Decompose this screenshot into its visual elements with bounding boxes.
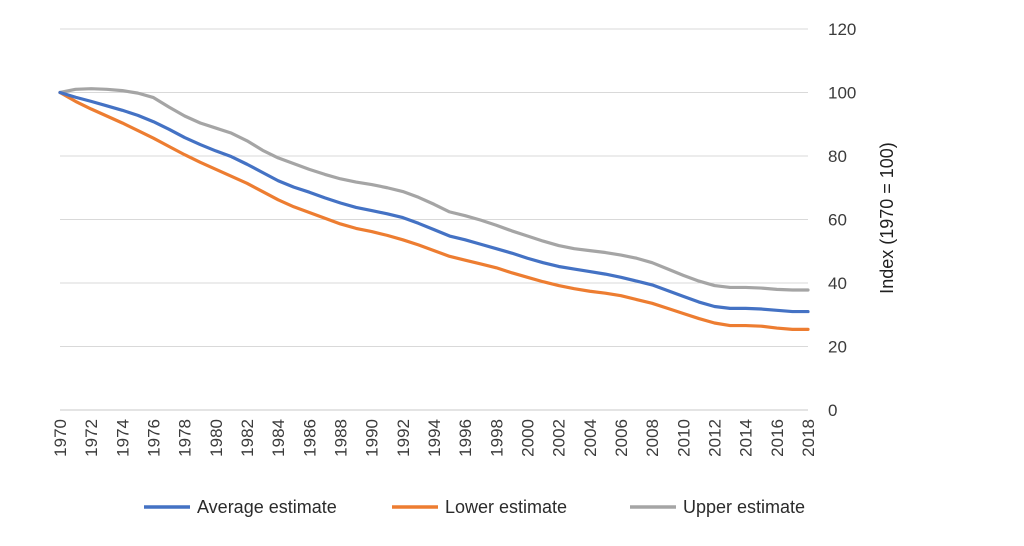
y-tick-label: 80 <box>828 147 847 166</box>
y-tick-label: 60 <box>828 211 847 230</box>
x-tick-label: 1982 <box>238 419 257 457</box>
x-tick-label: 1970 <box>51 419 70 457</box>
y-axis-title: Index (1970 = 100) <box>877 142 897 294</box>
series-line-lower-estimate <box>58 90 810 331</box>
x-tick-label: 1998 <box>487 419 506 457</box>
x-tick-label: 2018 <box>799 419 818 457</box>
y-tick-label: 40 <box>828 274 847 293</box>
x-tick-label: 2002 <box>550 419 569 457</box>
x-tick-label: 1984 <box>269 419 288 457</box>
x-tick-label: 2006 <box>612 419 631 457</box>
y-axis-tick-labels: 0 20 40 60 80 100 120 <box>828 20 856 420</box>
x-tick-label: 2014 <box>737 419 756 457</box>
x-tick-label: 2012 <box>706 419 725 457</box>
x-tick-label: 1978 <box>176 419 195 457</box>
x-tick-label: 2008 <box>643 419 662 457</box>
x-tick-label: 1992 <box>394 419 413 457</box>
x-tick-label: 1994 <box>425 419 444 457</box>
x-tick-label: 1974 <box>113 419 132 457</box>
x-tick-label: 1980 <box>207 419 226 457</box>
x-axis-tick-labels: 1970 1972 1974 1976 1978 1980 1982 1984 1986 1988… <box>51 419 818 457</box>
x-tick-label: 1990 <box>363 419 382 457</box>
x-tick-label: 2000 <box>519 419 538 457</box>
x-tick-label: 2004 <box>581 419 600 457</box>
x-tick-label: 1972 <box>82 419 101 457</box>
x-tick-label: 1988 <box>332 419 351 457</box>
x-tick-label: 2016 <box>768 419 787 457</box>
x-tick-label: 1996 <box>456 419 475 457</box>
series-lines <box>58 87 810 331</box>
x-tick-label: 1976 <box>145 419 164 457</box>
legend: Average estimate Lower estimate Upper esti… <box>144 497 805 517</box>
y-tick-label: 100 <box>828 84 856 103</box>
y-tick-label: 0 <box>828 401 837 420</box>
y-tick-label: 120 <box>828 20 856 39</box>
y-tick-label: 20 <box>828 338 847 357</box>
legend-label: Average estimate <box>197 497 337 517</box>
series-line-average-estimate <box>58 90 810 314</box>
legend-label: Upper estimate <box>683 497 805 517</box>
legend-label: Lower estimate <box>445 497 567 517</box>
gridlines <box>60 28 808 411</box>
x-tick-label: 2010 <box>674 419 693 457</box>
series-line-upper-estimate <box>58 87 810 292</box>
x-tick-label: 1986 <box>300 419 319 457</box>
